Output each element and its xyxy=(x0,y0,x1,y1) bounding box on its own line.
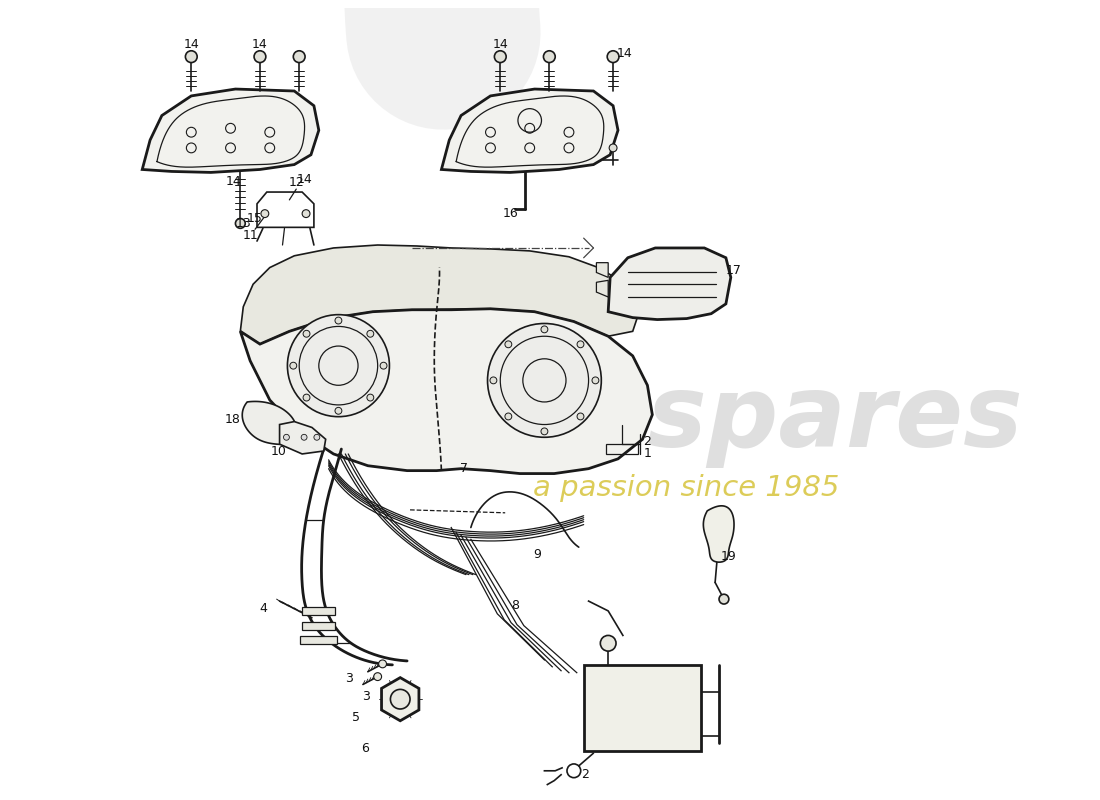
Circle shape xyxy=(304,394,310,401)
Circle shape xyxy=(543,50,556,62)
Circle shape xyxy=(592,377,598,384)
Circle shape xyxy=(290,362,297,369)
Circle shape xyxy=(601,635,616,651)
Text: 3: 3 xyxy=(345,672,353,685)
Text: 14: 14 xyxy=(184,38,199,51)
Circle shape xyxy=(578,413,584,420)
Circle shape xyxy=(287,314,389,417)
Text: 19: 19 xyxy=(720,550,737,563)
Polygon shape xyxy=(441,89,618,173)
Text: 14: 14 xyxy=(296,173,312,186)
Polygon shape xyxy=(302,607,336,615)
Circle shape xyxy=(381,362,387,369)
Circle shape xyxy=(487,323,602,438)
Text: 16: 16 xyxy=(503,207,518,220)
Circle shape xyxy=(505,341,512,348)
Polygon shape xyxy=(382,678,419,721)
Circle shape xyxy=(390,690,410,709)
Text: 18: 18 xyxy=(224,413,241,426)
Circle shape xyxy=(374,673,382,681)
Text: eurospares: eurospares xyxy=(390,371,1023,468)
Polygon shape xyxy=(300,637,338,644)
Circle shape xyxy=(719,594,729,604)
Circle shape xyxy=(505,413,512,420)
Circle shape xyxy=(302,210,310,218)
Circle shape xyxy=(367,394,374,401)
Circle shape xyxy=(294,50,305,62)
Text: 15: 15 xyxy=(248,212,263,225)
Text: 17: 17 xyxy=(726,264,741,277)
Text: 14: 14 xyxy=(226,174,241,188)
Text: 11: 11 xyxy=(242,229,258,242)
Text: 10: 10 xyxy=(271,445,286,458)
Circle shape xyxy=(336,317,342,324)
Circle shape xyxy=(314,434,320,440)
Polygon shape xyxy=(302,622,336,630)
Circle shape xyxy=(284,434,289,440)
Circle shape xyxy=(186,50,197,62)
Polygon shape xyxy=(703,506,734,562)
Circle shape xyxy=(367,330,374,337)
Text: 14: 14 xyxy=(493,38,508,51)
Circle shape xyxy=(494,50,506,62)
Circle shape xyxy=(261,210,268,218)
Circle shape xyxy=(607,50,619,62)
Text: 6: 6 xyxy=(361,742,368,754)
Circle shape xyxy=(301,434,307,440)
Text: 14: 14 xyxy=(617,47,632,60)
Circle shape xyxy=(609,144,617,152)
Text: 1: 1 xyxy=(644,447,651,461)
Text: 7: 7 xyxy=(460,462,467,475)
Polygon shape xyxy=(279,422,326,454)
Circle shape xyxy=(235,218,245,228)
Text: 13: 13 xyxy=(235,217,251,230)
Text: 14: 14 xyxy=(252,38,267,51)
Text: a passion since 1985: a passion since 1985 xyxy=(534,474,839,502)
Text: 12: 12 xyxy=(288,176,304,189)
Circle shape xyxy=(336,407,342,414)
Polygon shape xyxy=(240,309,652,474)
Text: 4: 4 xyxy=(258,602,267,615)
Polygon shape xyxy=(142,89,319,173)
Text: 5: 5 xyxy=(352,711,360,724)
Circle shape xyxy=(541,428,548,435)
Polygon shape xyxy=(240,245,638,344)
Circle shape xyxy=(254,50,266,62)
Circle shape xyxy=(378,660,386,668)
Circle shape xyxy=(578,341,584,348)
Circle shape xyxy=(541,326,548,333)
Polygon shape xyxy=(596,280,608,297)
Text: 9: 9 xyxy=(534,549,541,562)
Polygon shape xyxy=(584,665,702,751)
Polygon shape xyxy=(242,402,296,444)
Polygon shape xyxy=(608,248,730,319)
Polygon shape xyxy=(596,262,608,278)
Text: 3: 3 xyxy=(362,690,370,702)
Circle shape xyxy=(490,377,497,384)
Text: 2: 2 xyxy=(644,434,651,448)
Circle shape xyxy=(304,330,310,337)
Text: 2: 2 xyxy=(581,768,589,782)
Text: 8: 8 xyxy=(512,599,519,613)
